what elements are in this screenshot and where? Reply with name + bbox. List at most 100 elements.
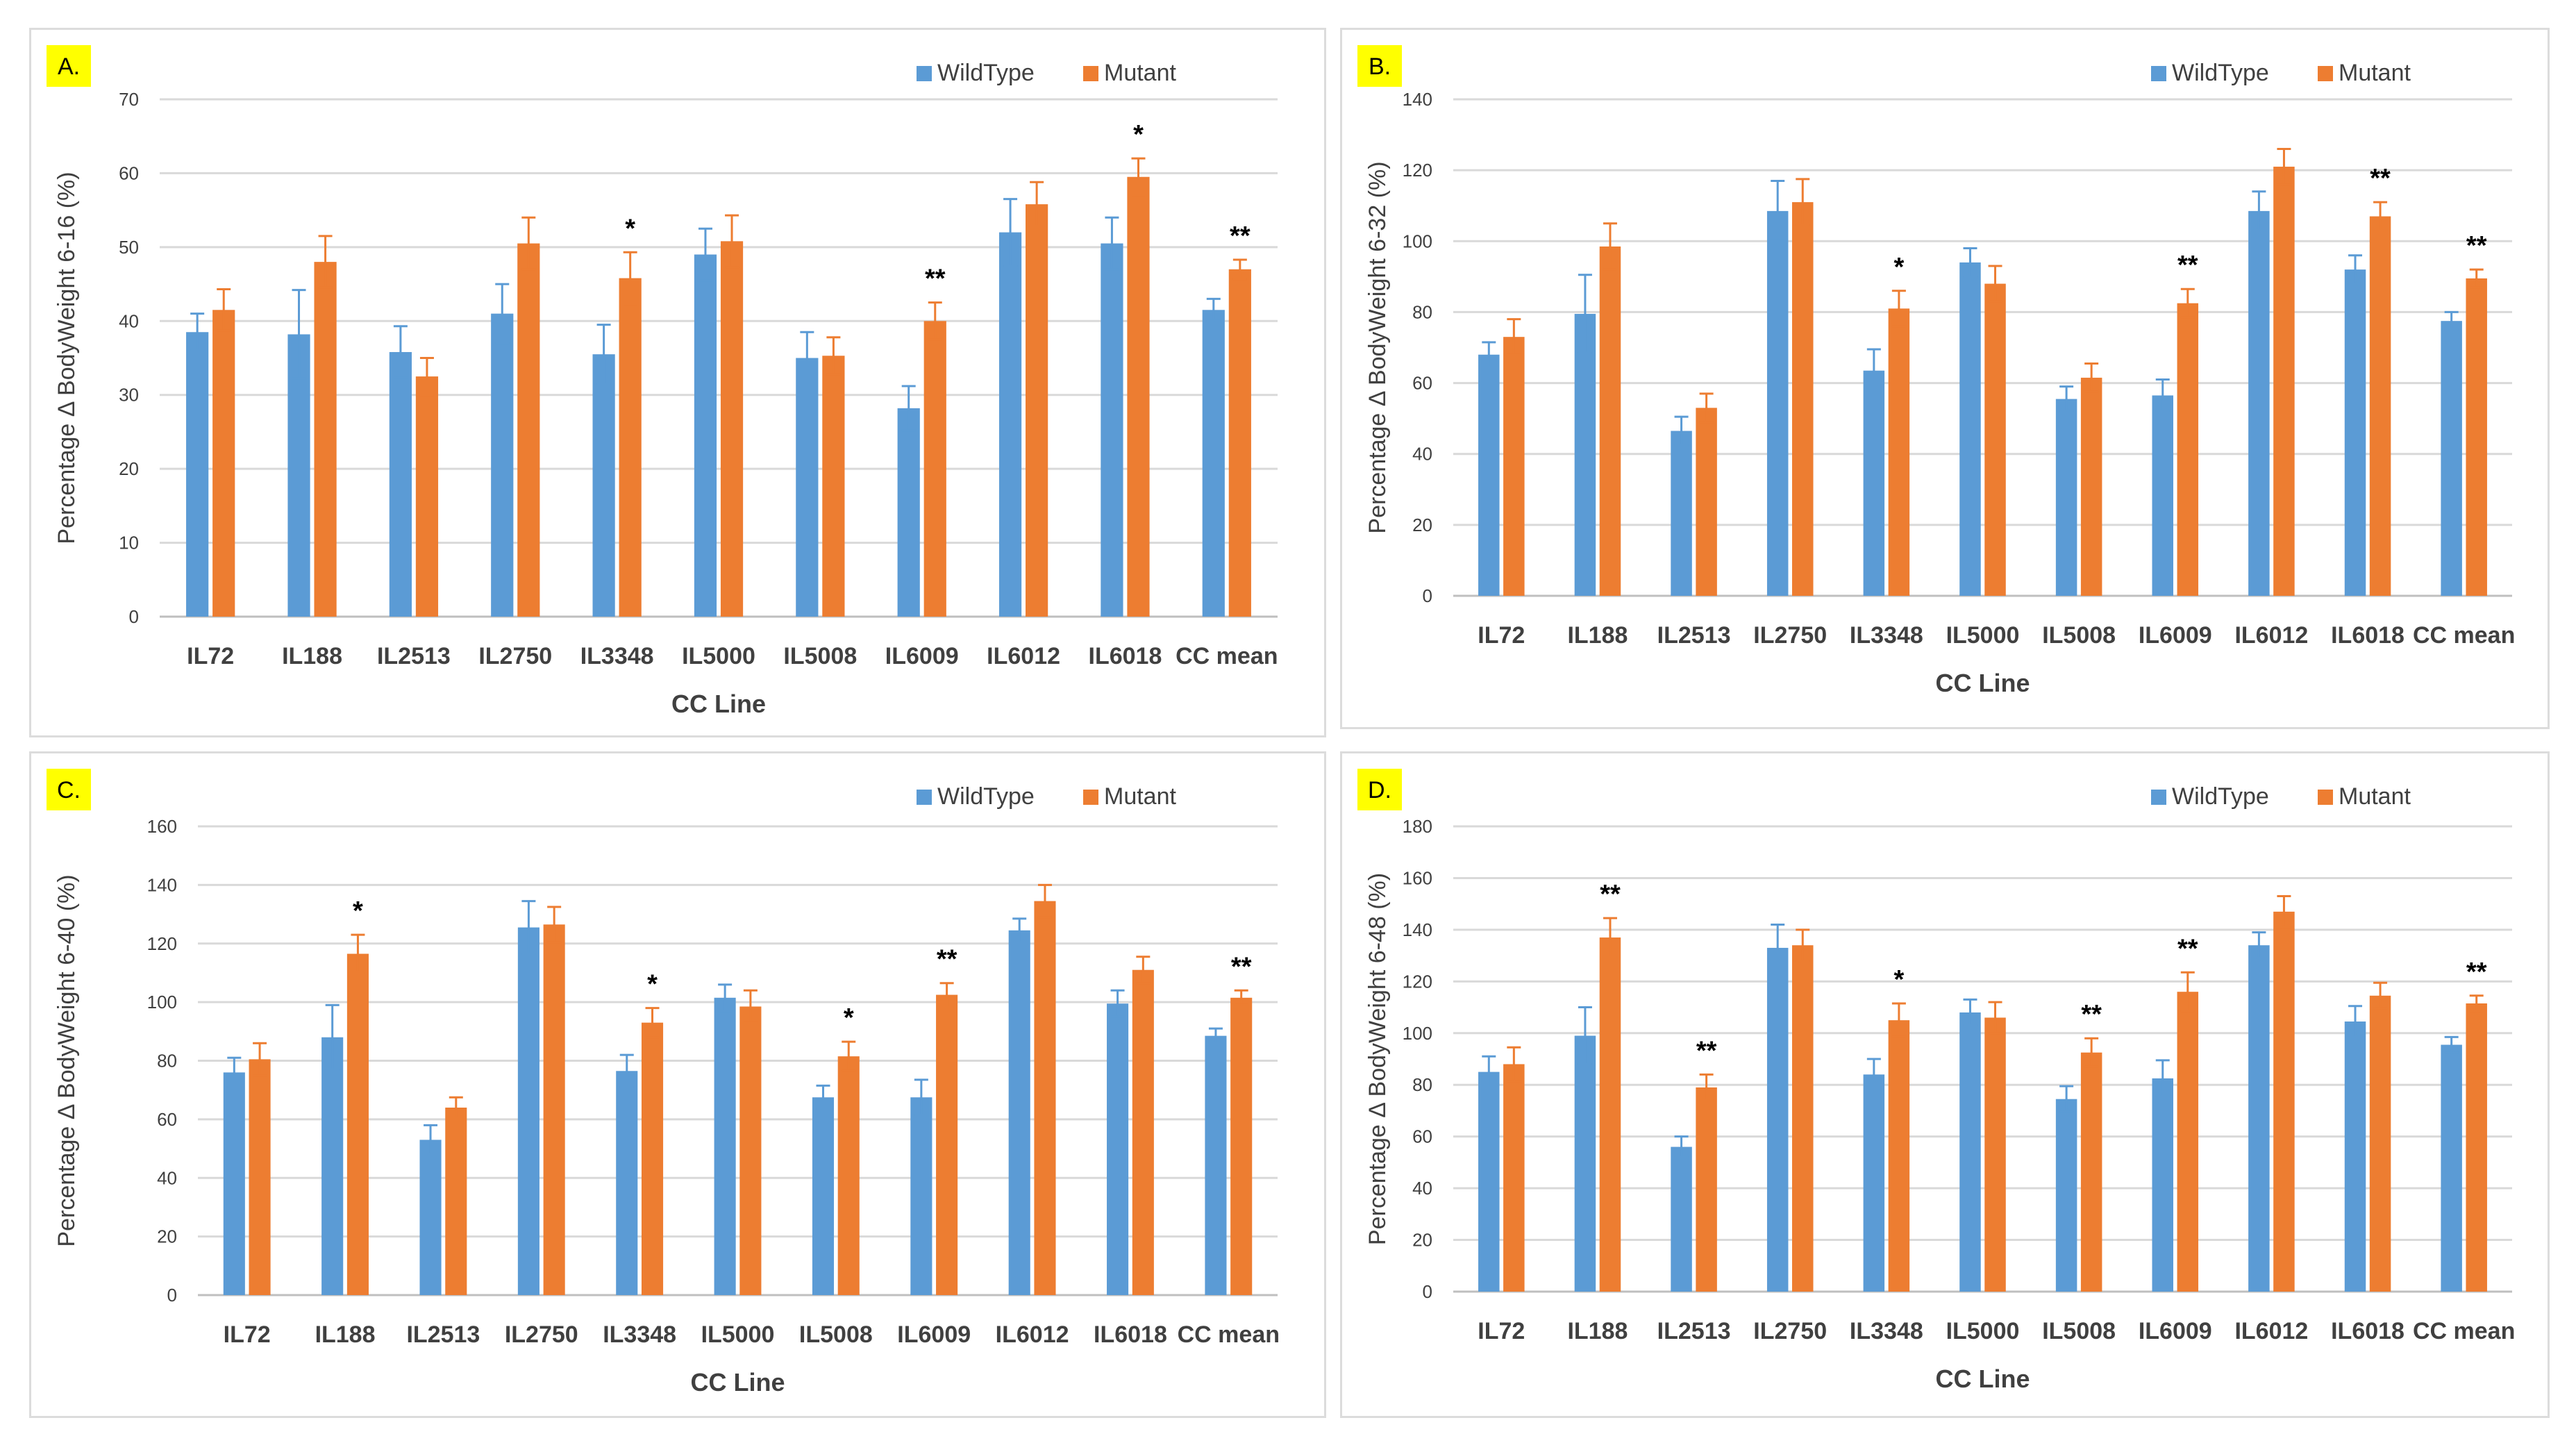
bar-mutant (2080, 377, 2102, 596)
y-tick-label: 20 (157, 1226, 177, 1247)
x-tick-label: IL72 (224, 1321, 271, 1348)
x-tick-label: IL6018 (1089, 643, 1162, 669)
bar-wildtype (1863, 1074, 1885, 1292)
y-axis-title: Percentage Δ BodyWeight 6-32 (%) (1364, 161, 1391, 533)
bar-wildtype (2441, 1044, 2462, 1292)
bar-mutant (1599, 937, 1621, 1292)
x-tick-label: IL3348 (580, 643, 654, 669)
y-tick-label: 50 (119, 237, 139, 258)
bar-wildtype (389, 351, 412, 617)
significance-marker: ** (2177, 934, 2198, 963)
y-tick-label: 60 (1412, 1126, 1432, 1147)
y-tick-label: 40 (1412, 1178, 1432, 1199)
bar-wildtype (2055, 399, 2077, 596)
bar-wildtype (287, 334, 310, 617)
x-tick-label: IL2513 (1657, 622, 1731, 649)
bar-wildtype (1863, 370, 1885, 596)
bar-mutant (1792, 945, 1814, 1292)
bar-wildtype (616, 1071, 638, 1295)
bar-mutant (1228, 269, 1251, 617)
significance-marker: * (625, 214, 635, 243)
x-tick-label: IL5008 (783, 643, 857, 669)
bar-mutant (1984, 1017, 2006, 1292)
bar-mutant (837, 1056, 860, 1295)
bar-mutant (2177, 303, 2199, 596)
x-tick-label: IL188 (1567, 622, 1628, 649)
legend-swatch-wildtype (2151, 790, 2166, 805)
bar-wildtype (1101, 243, 1123, 617)
bar-mutant (1984, 283, 2006, 596)
legend-label-wildtype: WildType (937, 60, 1035, 86)
significance-marker: ** (2466, 958, 2487, 987)
legend-label-wildtype: WildType (2172, 60, 2269, 86)
y-tick-label: 100 (147, 992, 177, 1012)
bar-mutant (619, 278, 642, 617)
bar-mutant (923, 321, 946, 617)
bar-wildtype (1671, 1146, 1692, 1292)
y-tick-label: 70 (119, 89, 139, 110)
legend-label-mutant: Mutant (1104, 783, 1176, 810)
bar-wildtype (2152, 1078, 2173, 1292)
x-tick-label: IL3348 (603, 1321, 676, 1348)
y-tick-label: 20 (1412, 515, 1432, 535)
bar-mutant (2466, 1003, 2487, 1292)
y-tick-label: 40 (157, 1167, 177, 1188)
y-tick-label: 60 (1412, 373, 1432, 394)
legend-label-wildtype: WildType (937, 783, 1035, 810)
y-tick-label: 120 (1403, 160, 1432, 181)
y-axis-title: Percentage Δ BodyWeight 6-40 (%) (53, 874, 80, 1246)
significance-marker: * (1133, 120, 1144, 149)
bar-wildtype (1959, 262, 1981, 596)
significance-marker: ** (1230, 222, 1251, 251)
y-tick-label: 140 (147, 874, 177, 895)
bar-mutant (346, 953, 369, 1295)
bar-wildtype (1205, 1035, 1227, 1295)
y-tick-label: 30 (119, 385, 139, 406)
bar-mutant (2466, 278, 2487, 596)
x-tick-label: IL5000 (1946, 1318, 2020, 1344)
x-tick-label: IL2750 (1753, 1318, 1827, 1344)
x-tick-label: IL6009 (2139, 1318, 2212, 1344)
x-tick-label: IL6009 (885, 643, 959, 669)
y-tick-label: 80 (157, 1051, 177, 1071)
chart-svg: 0 20 40 60 80 100 120 140 IL72 IL188 IL2513 IL2750 *… (1357, 45, 2515, 697)
x-axis-title: CC Line (1935, 1365, 2030, 1393)
bar-mutant (1599, 246, 1621, 596)
significance-marker: ** (937, 945, 957, 974)
panel-label-badge (1357, 45, 1402, 87)
x-tick-label: IL3348 (1850, 1318, 1923, 1344)
x-tick-label: IL2750 (505, 1321, 578, 1348)
bar-mutant (1132, 969, 1154, 1295)
bar-wildtype (812, 1097, 835, 1295)
x-tick-label: IL6012 (996, 1321, 1069, 1348)
x-tick-label: IL188 (282, 643, 342, 669)
x-tick-label: IL6012 (2234, 622, 2308, 649)
bar-wildtype (321, 1037, 344, 1295)
bar-wildtype (1766, 210, 1789, 596)
x-tick-label: IL6018 (2331, 622, 2404, 649)
significance-marker: ** (1231, 952, 1252, 981)
x-tick-label: CC mean (2413, 1318, 2515, 1344)
legend-label-wildtype: WildType (2172, 783, 2269, 810)
y-tick-label: 60 (157, 1109, 177, 1130)
bar-wildtype (2441, 321, 2462, 596)
bar-wildtype (910, 1097, 932, 1295)
bar-mutant (1230, 997, 1253, 1295)
bar-mutant (1503, 337, 1525, 596)
bar-mutant (2177, 992, 2199, 1292)
bar-wildtype (1574, 1035, 1596, 1292)
bar-mutant (1792, 202, 1814, 596)
x-tick-label: IL6009 (897, 1321, 971, 1348)
bar-wildtype (2248, 945, 2270, 1292)
x-tick-label: CC mean (2413, 622, 2515, 649)
bar-mutant (822, 356, 845, 617)
x-tick-label: IL2750 (1753, 622, 1827, 649)
bar-mutant (249, 1059, 271, 1295)
panel-label: D. (1368, 777, 1391, 803)
significance-marker: ** (2466, 231, 2487, 260)
legend-swatch-mutant (2318, 790, 2333, 805)
bar-mutant (1503, 1064, 1525, 1292)
chart-panel-a: 0 10 20 30 40 50 60 70 IL72 IL188 IL2513 IL2750 * IL3… (29, 28, 1326, 737)
significance-marker: * (647, 970, 658, 999)
bar-mutant (517, 243, 540, 617)
